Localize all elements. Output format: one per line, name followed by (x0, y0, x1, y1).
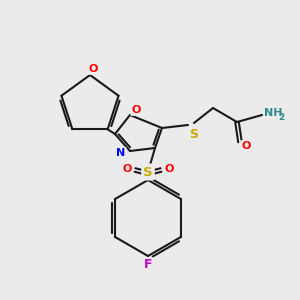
Text: O: O (122, 164, 132, 174)
Text: N: N (116, 148, 126, 158)
Text: O: O (131, 105, 141, 115)
Text: O: O (88, 64, 98, 74)
Text: 2: 2 (278, 112, 284, 122)
Text: O: O (241, 141, 251, 151)
Text: S: S (189, 128, 198, 141)
Text: S: S (143, 166, 153, 178)
Text: F: F (144, 259, 152, 272)
Text: NH: NH (264, 108, 283, 118)
Text: O: O (164, 164, 174, 174)
